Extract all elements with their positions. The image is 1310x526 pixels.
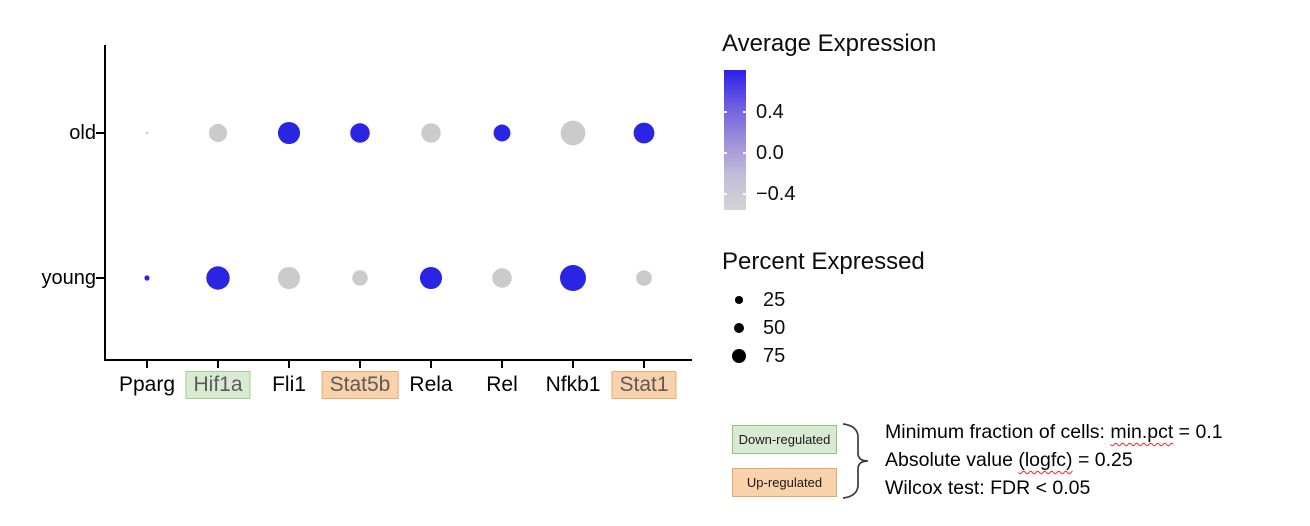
note-text: Minimum fraction of cells: xyxy=(885,421,1111,443)
colorbar-tick-label: 0.4 xyxy=(756,101,784,123)
colorbar-tick-label: 0.0 xyxy=(756,142,784,164)
dot-stat5b-young xyxy=(352,270,368,286)
dot-nfkb1-young xyxy=(560,265,586,291)
colorbar-tick xyxy=(743,152,746,154)
colorbar-gradient xyxy=(724,70,746,210)
note-line: Minimum fraction of cells: min.pct = 0.1 xyxy=(885,418,1223,446)
curly-brace xyxy=(842,423,869,499)
dot-stat1-old xyxy=(633,122,655,144)
y-axis-label-young: young xyxy=(41,267,97,289)
dot-rela-young xyxy=(419,266,443,290)
dot-pparg-young xyxy=(144,275,150,281)
x-axis-label-rela: Rela xyxy=(409,373,453,396)
x-axis-label-pparg: Pparg xyxy=(118,373,176,396)
note-line: Wilcox test: FDR < 0.05 xyxy=(885,474,1223,502)
percent-expressed-title: Percent Expressed xyxy=(722,248,925,275)
y-axis-label-old: old xyxy=(69,122,96,144)
x-axis-label-stat1: Stat1 xyxy=(611,371,677,399)
dot-hif1a-young xyxy=(206,266,230,290)
colorbar-tick xyxy=(743,111,746,113)
note-text: Wilcox test: FDR < 0.05 xyxy=(885,477,1091,499)
dot-stat1-young xyxy=(636,270,652,286)
dot-rel-young xyxy=(492,268,512,288)
note-text: Absolute value xyxy=(885,449,1019,471)
x-axis-label-fli1: Fli1 xyxy=(272,373,306,396)
dot-fli1-old xyxy=(277,121,301,145)
x-axis-label-nfkb1: Nfkb1 xyxy=(545,373,601,396)
x-axis-label-hif1a: Hif1a xyxy=(185,371,251,399)
note-text: = 0.1 xyxy=(1173,421,1223,443)
dot-nfkb1-old xyxy=(560,120,586,146)
colorbar-tick xyxy=(724,152,727,154)
note-line: Absolute value (logfc) = 0.25 xyxy=(885,446,1223,474)
x-axis-label-stat5b: Stat5b xyxy=(321,371,399,399)
colorbar-tick-label: −0.4 xyxy=(756,183,796,205)
x-axis-label-rel: Rel xyxy=(486,373,518,396)
dot-rel-old xyxy=(493,124,511,142)
dot-fli1-young xyxy=(277,266,301,290)
down-regulated-box: Down-regulated xyxy=(732,425,837,454)
colorbar-tick xyxy=(724,111,727,113)
x-axis-ticks xyxy=(146,361,645,368)
colorbar-tick xyxy=(724,193,727,195)
up-regulated-box: Up-regulated xyxy=(732,468,837,497)
note-text: = 0.25 xyxy=(1072,449,1133,471)
dot-hif1a-old xyxy=(208,123,228,143)
dot-rela-old xyxy=(421,123,441,143)
size-legend-label-75: 75 xyxy=(763,345,786,367)
dot-pparg-old xyxy=(145,131,149,135)
threshold-notes: Minimum fraction of cells: min.pct = 0.1… xyxy=(885,418,1223,502)
size-legend-label-50: 50 xyxy=(763,317,786,339)
size-legend-label-25: 25 xyxy=(763,289,786,311)
size-legend-dot-25 xyxy=(735,296,743,304)
expression-dots xyxy=(144,120,655,291)
y-axis-ticks xyxy=(96,132,104,279)
dot-plot-panel xyxy=(96,45,692,368)
size-legend-dot-75 xyxy=(732,349,746,363)
colorbar-tick xyxy=(743,193,746,195)
spellcheck-marked-text: min.pct xyxy=(1110,421,1174,443)
spellcheck-marked-text: (logfc) xyxy=(1018,449,1073,471)
avg-expression-title: Average Expression xyxy=(722,30,937,57)
dot-stat5b-old xyxy=(350,123,370,143)
size-legend-dot-50 xyxy=(733,322,745,334)
